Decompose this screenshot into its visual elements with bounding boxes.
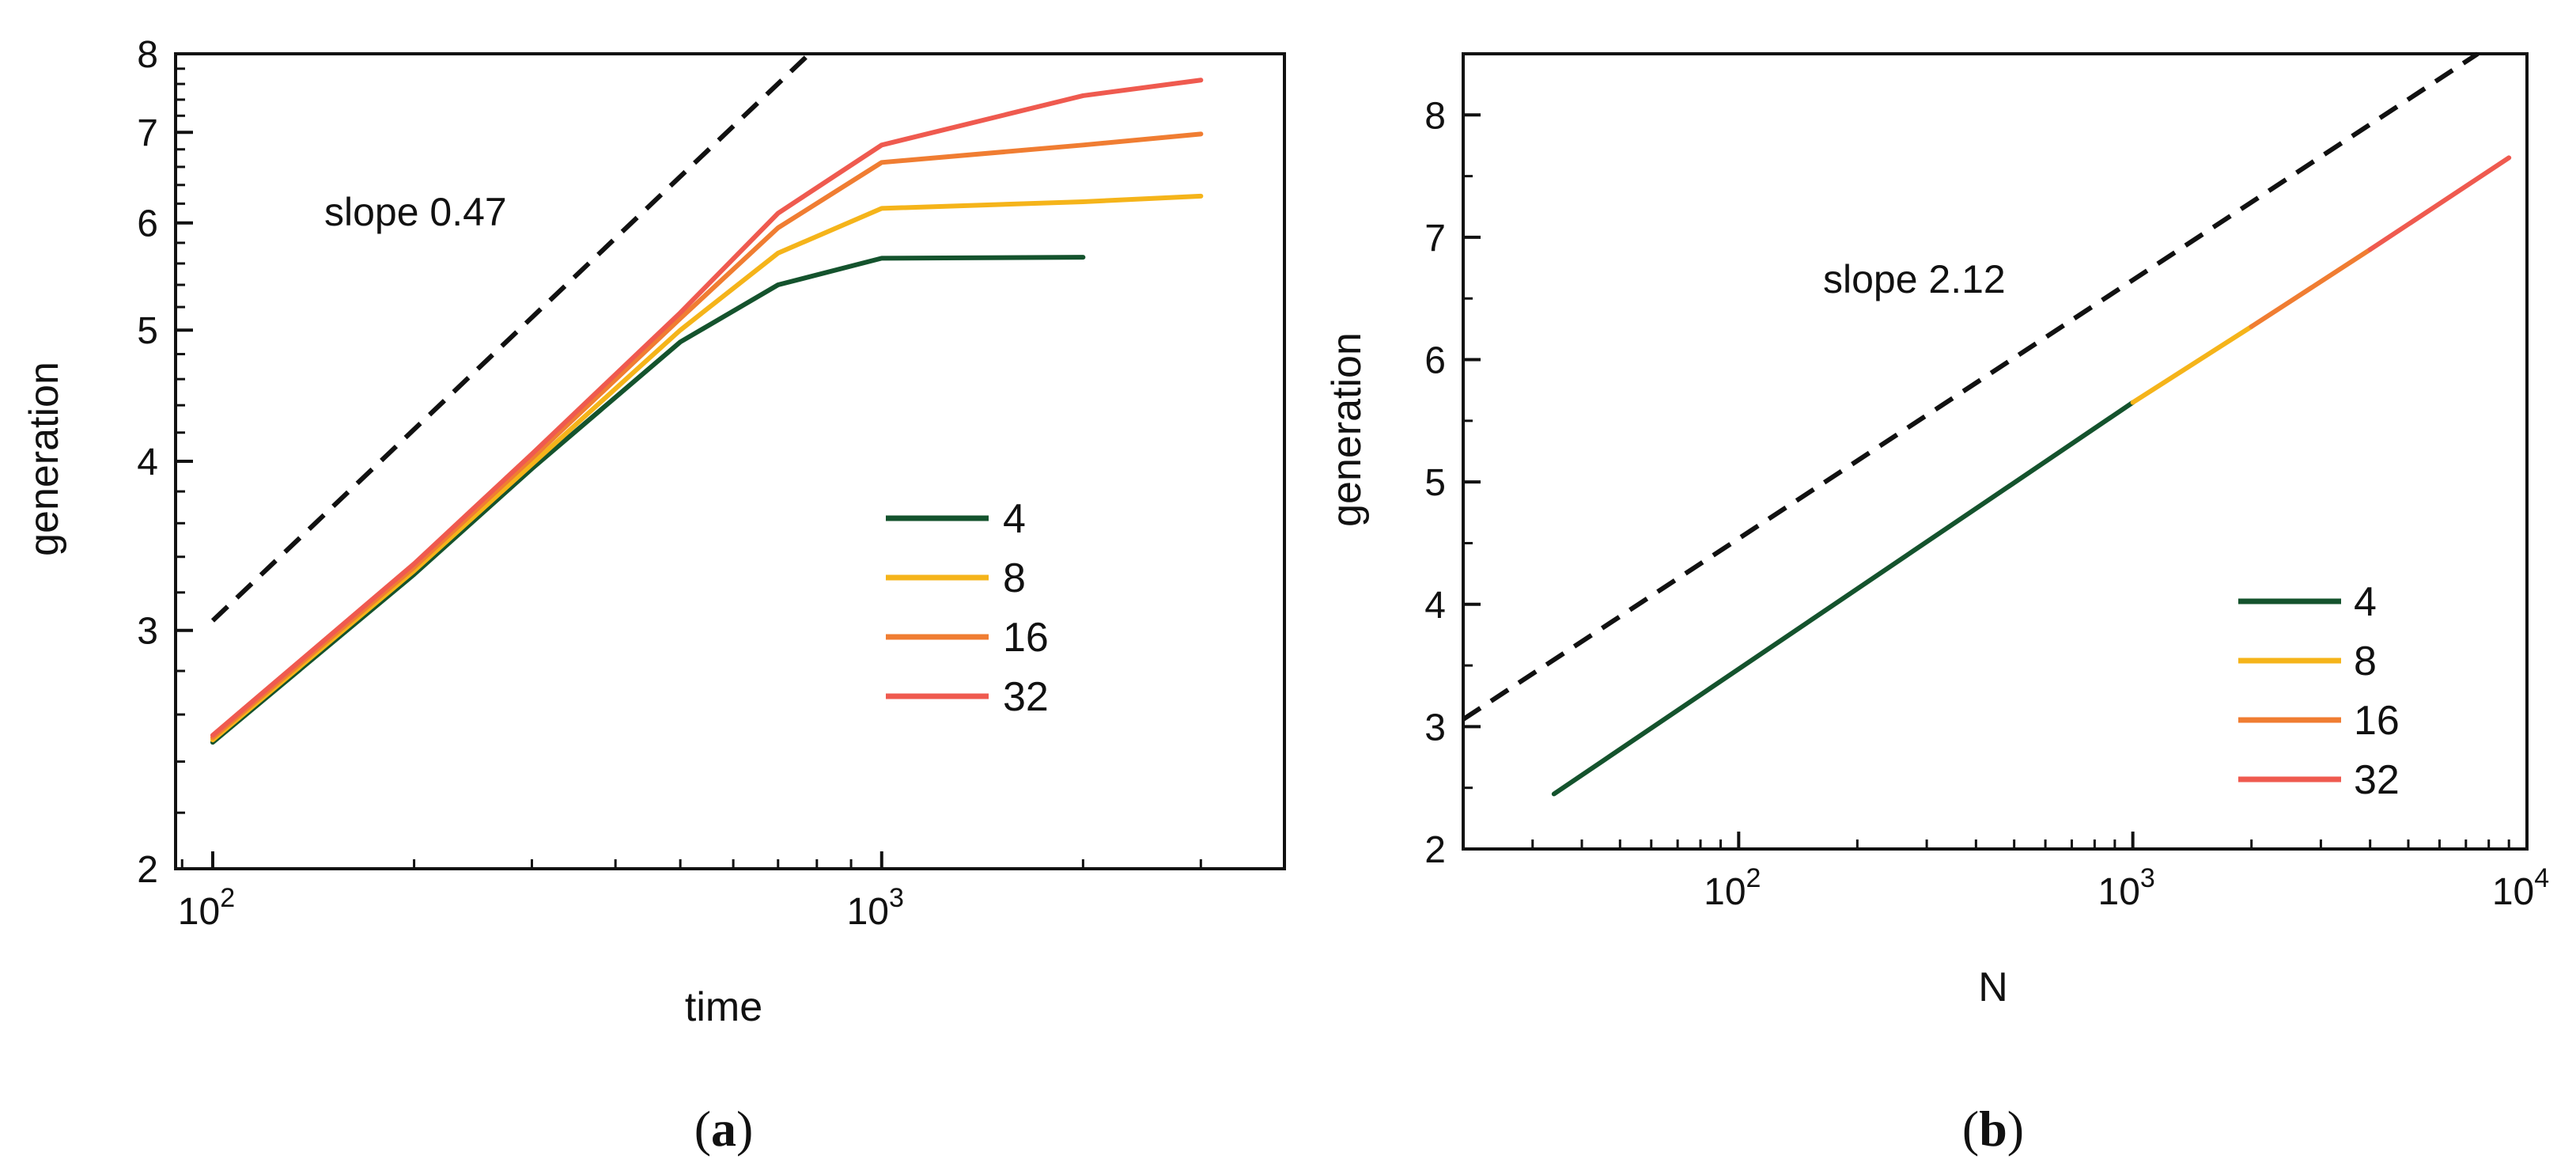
panel-b-x-tick-exponent: 3	[2140, 863, 2155, 893]
panel-b-x-tick-exponent: 2	[1746, 863, 1761, 893]
panel-b-y-tick-label: 7	[1424, 218, 1446, 260]
panel-a-y-tick-label: 4	[137, 441, 158, 483]
panel-a-legend-label-8: 8	[1003, 555, 1026, 601]
panel-a-legend: 4 8 16 32	[886, 496, 1049, 720]
panel-b-x-tick-label: 104	[2492, 863, 2549, 913]
panel-a-x-tick-label: 102	[178, 883, 235, 933]
panel-b-x-tick-label: 102	[1704, 863, 1761, 913]
panel-b-x-tick-base: 10	[1704, 871, 1746, 913]
panel-b-x-tick-label: 103	[2098, 863, 2155, 913]
panel-b-y-tick-label: 4	[1424, 585, 1446, 627]
panel-b-y-tick-label: 2	[1424, 829, 1446, 871]
panel-b-y-tick-label: 3	[1424, 707, 1446, 748]
panel-b-series	[1462, 51, 2512, 797]
panel-b-x-tick-base: 10	[2492, 871, 2534, 913]
panel-b-series-line-4	[1551, 400, 2135, 797]
panel-b-series-line-32	[2367, 155, 2512, 252]
panel-b-x-tick-base: 10	[2098, 871, 2140, 913]
panel-a-y-tick-label: 7	[137, 112, 158, 154]
panel-a-x-tick-base: 10	[847, 891, 889, 933]
panel-a-x-tick-base: 10	[178, 891, 220, 933]
panel-b-series-line-16	[2249, 247, 2373, 329]
panel-a-slope-annotation: slope 0.47	[324, 190, 507, 234]
panel-a-series-line-4	[210, 255, 1086, 745]
panel-b-y-tick-label: 6	[1424, 340, 1446, 382]
panel-b-plot-frame	[1462, 52, 2529, 851]
panel-b-series-line-8	[2130, 324, 2254, 405]
panel-a-label-letter: a	[711, 1101, 736, 1157]
panel-b-legend-label-8: 8	[2354, 639, 2377, 684]
panel-a-y-tick-label: 8	[137, 34, 158, 76]
panel-b-legend-label-32: 32	[2354, 757, 2400, 803]
panel-a-series-line-32	[210, 78, 1204, 738]
panel-a-x-tick-exponent: 3	[889, 883, 904, 913]
panel-a-legend-label-16: 16	[1003, 615, 1049, 661]
panel-a-y-tick-label: 3	[137, 611, 158, 653]
panel-a-legend-label-32: 32	[1003, 674, 1049, 720]
panel-b-x-tick-exponent: 4	[2534, 863, 2549, 893]
panel-a-x-axis-title: time	[685, 984, 762, 1030]
panel-b-label-letter: b	[1979, 1101, 2007, 1157]
panel-a-y-tick-label: 2	[137, 849, 158, 891]
panel-a-plot-frame	[174, 52, 1286, 870]
panel-a-legend-label-4: 4	[1003, 496, 1026, 542]
panel-a-series-line-16	[210, 131, 1204, 741]
panel-a-y-axis-title: generation	[21, 362, 67, 556]
panel-b-reference-slope-line	[1462, 51, 2480, 722]
panel-b-y-tick-label: 5	[1424, 462, 1446, 504]
panel-a-series	[210, 51, 1204, 745]
panel-b-label: (b)	[1962, 1101, 2024, 1157]
panel-b-legend-label-16: 16	[2354, 698, 2400, 744]
panel-a-label: (a)	[694, 1101, 754, 1157]
panel-b-x-axis-title: N	[1978, 964, 2008, 1010]
panel-b-y-tick-label: 8	[1424, 95, 1446, 137]
panel-a-reference-slope-line	[210, 51, 811, 623]
panel-b-legend-label-4: 4	[2354, 579, 2377, 625]
panel-a-x-tick-label: 103	[847, 883, 904, 933]
panel-b-y-axis-title: generation	[1324, 332, 1370, 527]
panel-b-slope-annotation: slope 2.12	[1823, 257, 2006, 301]
panel-a-series-line-8	[210, 193, 1204, 743]
panel-b-legend: 4 8 16 32	[2238, 579, 2400, 803]
panel-a-x-tick-exponent: 2	[220, 883, 235, 913]
panel-a-y-tick-label: 5	[137, 310, 158, 352]
panel-a-y-tick-label: 6	[137, 203, 158, 245]
